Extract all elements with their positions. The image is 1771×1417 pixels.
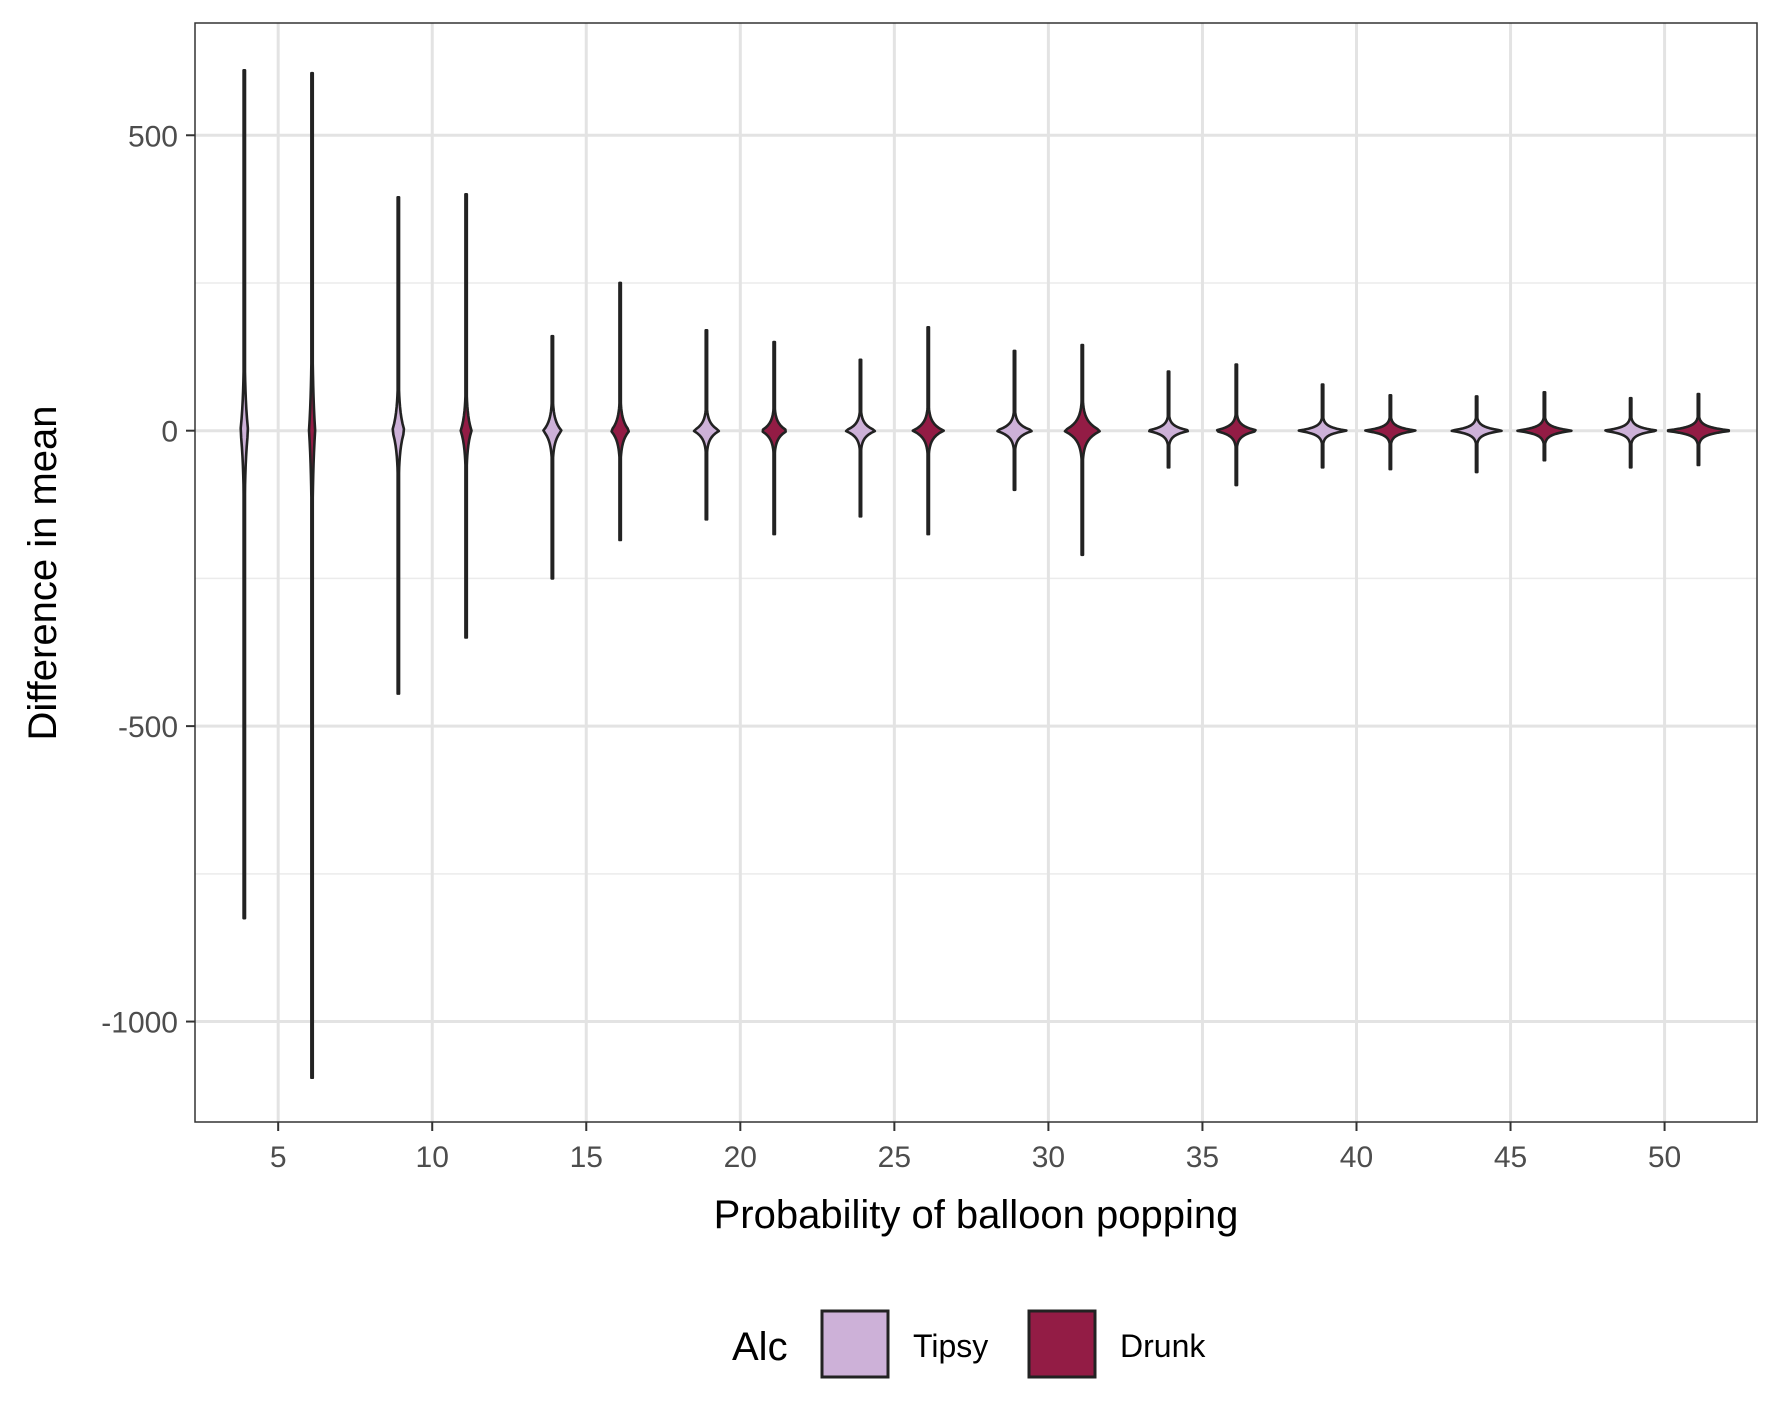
violins bbox=[239, 68, 1731, 1079]
violin-drunk bbox=[1063, 343, 1101, 557]
x-tick-label: 30 bbox=[1032, 1141, 1065, 1174]
y-tick-label: 0 bbox=[161, 416, 178, 449]
y-tick-label: -1000 bbox=[101, 1007, 178, 1040]
panel-background bbox=[195, 23, 1757, 1122]
violin-drunk bbox=[610, 281, 631, 542]
panel-border bbox=[194, 22, 1758, 1123]
x-tick-label: 45 bbox=[1494, 1141, 1527, 1174]
violin-drunk bbox=[307, 71, 317, 1079]
x-axis: 5 10 15 20 25 30 35 40 45 50 bbox=[270, 1122, 1681, 1174]
x-tick-label: 20 bbox=[724, 1141, 757, 1174]
y-axis-title: Difference in mean bbox=[21, 406, 65, 741]
violin-tipsy bbox=[1450, 395, 1503, 474]
minor-gridlines bbox=[195, 282, 1757, 875]
violin-tipsy bbox=[1297, 383, 1348, 469]
violin-tipsy bbox=[996, 349, 1033, 492]
violin-drunk bbox=[1364, 393, 1417, 471]
legend-label-drunk: Drunk bbox=[1120, 1328, 1206, 1364]
legend-label-tipsy: Tipsy bbox=[913, 1328, 988, 1364]
violin-drunk bbox=[911, 325, 945, 536]
violin-drunk bbox=[761, 340, 787, 536]
violin-tipsy bbox=[844, 358, 877, 518]
legend: Alc Tipsy Drunk bbox=[732, 1309, 1206, 1379]
x-tick-label: 50 bbox=[1648, 1141, 1681, 1174]
x-tick-label: 35 bbox=[1186, 1141, 1219, 1174]
violin-tipsy bbox=[542, 334, 563, 580]
violin-drunk bbox=[459, 193, 473, 639]
y-axis: 500 0 -500 -1000 bbox=[101, 120, 195, 1040]
violin-tipsy bbox=[1604, 396, 1658, 469]
violin-drunk bbox=[1666, 392, 1731, 467]
violin-tipsy bbox=[239, 68, 250, 920]
y-tick-label: -500 bbox=[118, 711, 178, 744]
violin-tipsy bbox=[1148, 370, 1190, 469]
legend-key-drunk bbox=[1027, 1309, 1097, 1379]
x-axis-title: Probability of balloon popping bbox=[714, 1193, 1239, 1237]
legend-key-tipsy bbox=[820, 1309, 890, 1379]
x-tick-label: 25 bbox=[878, 1141, 911, 1174]
x-tick-label: 40 bbox=[1340, 1141, 1373, 1174]
major-gridlines bbox=[195, 23, 1757, 1122]
x-tick-label: 10 bbox=[416, 1141, 449, 1174]
violin-drunk bbox=[1215, 363, 1257, 487]
violin-drunk bbox=[1516, 390, 1573, 462]
x-tick-label: 15 bbox=[570, 1141, 603, 1174]
violin-tipsy bbox=[692, 328, 721, 521]
violin-tipsy bbox=[391, 196, 406, 695]
y-tick-label: 500 bbox=[128, 120, 178, 153]
legend-title: Alc bbox=[732, 1325, 788, 1369]
x-tick-label: 5 bbox=[270, 1141, 287, 1174]
